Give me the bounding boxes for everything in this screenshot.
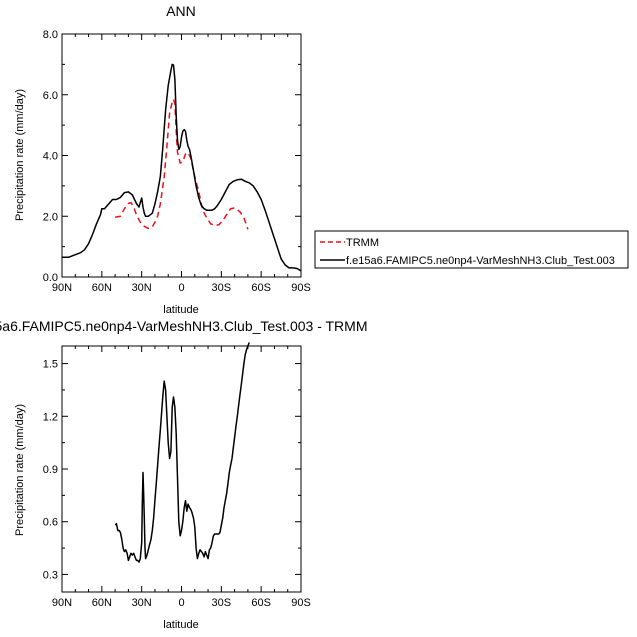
y-tick-label: 8.0 — [43, 29, 58, 41]
tick-marks: 90N 60N 30N 0 30S 60S 90S 0.3 0.6 0.9 1.2 1.5 — [43, 346, 311, 609]
y-tick-label: 1.5 — [43, 359, 58, 371]
y-tick-label: 1.2 — [43, 411, 58, 423]
series-line-difference — [114, 342, 250, 563]
y-tick-label: 4.0 — [43, 151, 58, 163]
plot-frame — [61, 345, 302, 593]
x-tick-label: 0 — [178, 282, 184, 294]
legend: TRMM f.e15a6.FAMIPC5.ne0np4-VarMeshNH3.C… — [314, 230, 629, 269]
y-tick-label: 0.3 — [43, 569, 58, 581]
series-layer — [114, 342, 250, 563]
y-tick-label: 2.0 — [43, 211, 58, 223]
difference-chart: 5a6.FAMIPC5.ne0np4-VarMeshNH3.Club_Test.… — [0, 318, 367, 631]
y-tick-label: 0.9 — [43, 464, 58, 476]
x-tick-label: 0 — [178, 597, 184, 609]
legend-trmm-label: TRMM — [346, 237, 379, 249]
x-axis-label: latitude — [163, 304, 198, 316]
y-axis-label: Precipitation rate (mm/day) — [14, 404, 26, 536]
x-tick-label: 90S — [291, 282, 311, 294]
x-tick-label: 30N — [132, 282, 152, 294]
legend-model-label: f.e15a6.FAMIPC5.ne0np4-VarMeshNH3.Club_T… — [346, 255, 615, 267]
x-tick-label: 30S — [212, 282, 232, 294]
y-tick-label: 0.0 — [43, 272, 58, 284]
x-tick-label: 90S — [291, 597, 311, 609]
x-tick-label: 30S — [212, 597, 232, 609]
chart-title: ANN — [166, 3, 196, 19]
x-tick-label: 90N — [52, 597, 72, 609]
legend-box — [314, 230, 629, 269]
x-tick-label: 60S — [251, 597, 271, 609]
chart-title: 5a6.FAMIPC5.ne0np4-VarMeshNH3.Club_Test.… — [0, 318, 367, 334]
series-layer — [62, 63, 302, 272]
tick-marks: 90N 60N 30N 0 30S 60S 90S 0.0 2.0 4.0 6.0 8.0 — [43, 29, 311, 294]
x-tick-label: 60N — [92, 597, 112, 609]
x-tick-label: 90N — [52, 282, 72, 294]
series-line-model — [62, 63, 302, 272]
plot-frame — [61, 33, 302, 278]
y-tick-label: 0.6 — [43, 517, 58, 529]
x-axis-label: latitude — [163, 619, 198, 631]
precipitation-chart: ANN Precipitation rate (mm/day) latitude… — [14, 3, 629, 316]
series-line-trmm — [114, 98, 249, 230]
x-tick-label: 60N — [92, 282, 112, 294]
y-axis-label: Precipitation rate (mm/day) — [14, 89, 26, 221]
x-tick-label: 60S — [251, 282, 271, 294]
x-tick-label: 30N — [132, 597, 152, 609]
y-tick-label: 6.0 — [43, 90, 58, 102]
